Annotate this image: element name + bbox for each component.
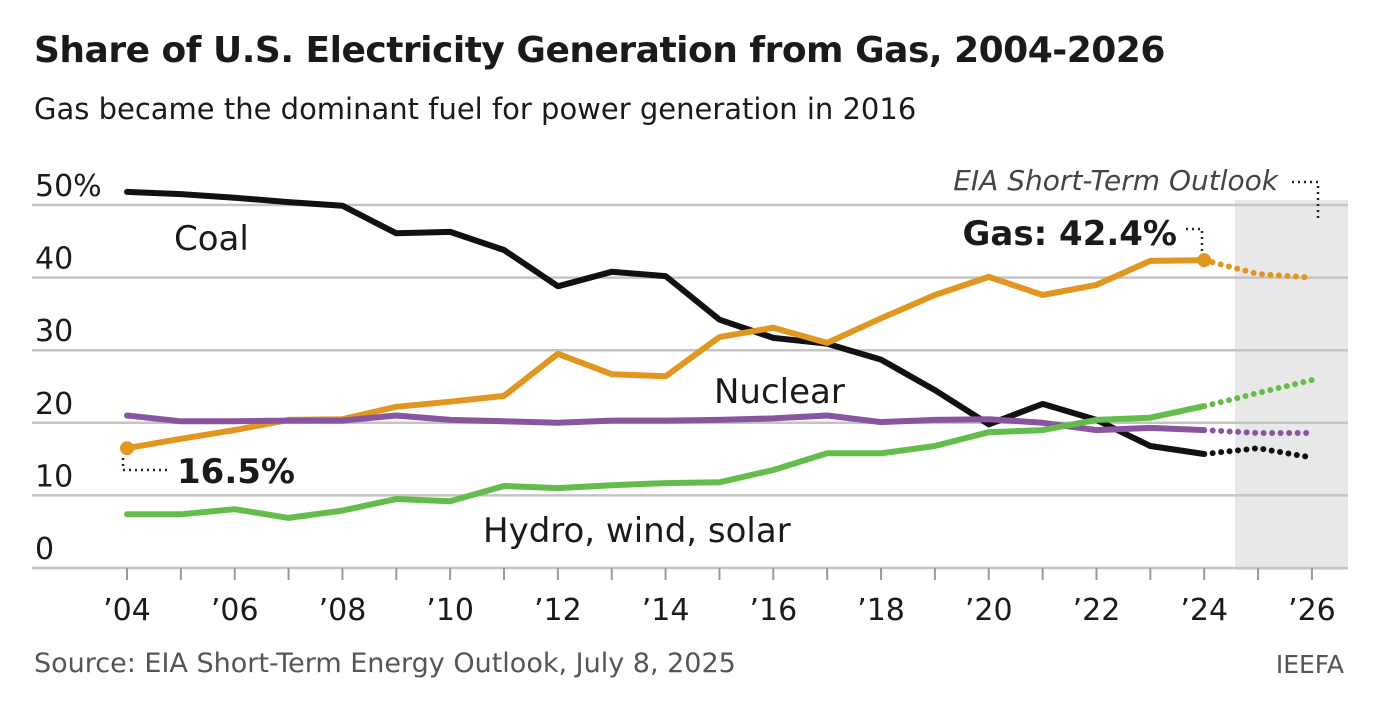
- forecast-label: EIA Short-Term Outlook: [953, 164, 1280, 197]
- gas-start-leader: [121, 458, 170, 472]
- x-tick-label: ’18: [857, 593, 905, 628]
- series-label-nuclear: Nuclear: [714, 372, 845, 412]
- x-tick-label: ’20: [965, 593, 1013, 628]
- series-label-renewables: Hydro, wind, solar: [483, 511, 791, 551]
- x-tick-label: ’06: [211, 593, 259, 628]
- y-tick-label: 30: [35, 314, 73, 349]
- x-tick-label: ’26: [1288, 593, 1336, 628]
- y-tick-label: 0: [35, 532, 54, 567]
- forecast-leader: [1292, 180, 1320, 222]
- x-tick-label: ’04: [103, 593, 151, 628]
- chart-subtitle: Gas became the dominant fuel for power g…: [34, 92, 917, 126]
- brand-label: IEEFA: [1275, 650, 1344, 679]
- chart-title: Share of U.S. Electricity Generation fro…: [34, 30, 1165, 71]
- x-tick-label: ’10: [426, 593, 474, 628]
- y-tick-label: 50%: [35, 169, 102, 204]
- x-tick-label: ’12: [534, 593, 582, 628]
- x-tick-label: ’14: [642, 593, 690, 628]
- series-forecast-gas: [1201, 257, 1315, 281]
- gas-end-annotation: Gas: 42.4%: [963, 214, 1177, 254]
- x-tick-label: ’24: [1180, 593, 1228, 628]
- gas-start-marker: [120, 441, 134, 456]
- series-label-coal: Coal: [174, 219, 249, 259]
- x-tick-label: ’16: [749, 593, 797, 628]
- gas-end-marker: [1197, 253, 1212, 268]
- series-forecast-coal: [1201, 445, 1315, 461]
- x-tick-label: ’08: [319, 593, 367, 628]
- y-tick-label: 40: [35, 242, 73, 277]
- y-tick-label: 20: [35, 387, 73, 422]
- gas-start-annotation: 16.5%: [177, 452, 295, 492]
- source-note: Source: EIA Short-Term Energy Outlook, J…: [34, 648, 736, 679]
- series-forecast-hydro-wind-solar: [1201, 377, 1315, 410]
- forecast-shading: [1235, 200, 1348, 570]
- gas-end-leader: [1186, 227, 1204, 254]
- x-tick-label: ’22: [1073, 593, 1121, 628]
- y-tick-label: 10: [35, 459, 73, 494]
